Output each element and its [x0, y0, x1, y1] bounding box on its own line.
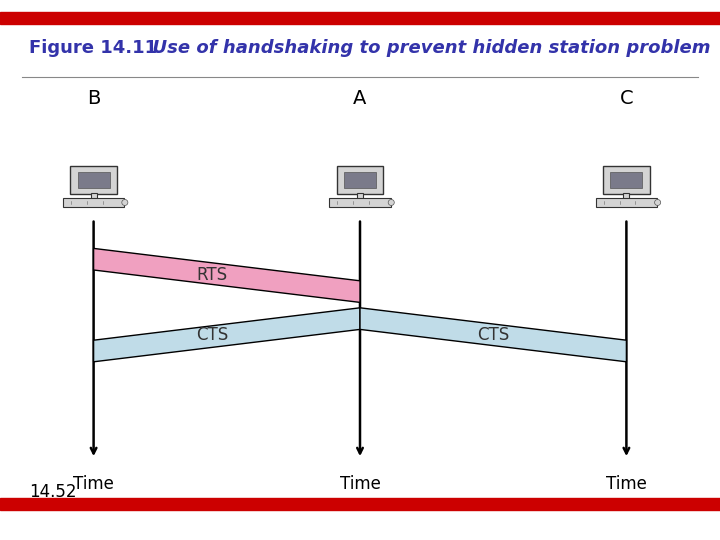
Text: Time: Time — [340, 475, 380, 493]
FancyBboxPatch shape — [330, 198, 390, 207]
FancyBboxPatch shape — [344, 172, 376, 187]
Text: C: C — [620, 89, 633, 108]
Text: Use of handshaking to prevent hidden station problem: Use of handshaking to prevent hidden sta… — [140, 39, 711, 57]
Polygon shape — [94, 248, 360, 302]
Text: B: B — [87, 89, 100, 108]
Text: A: A — [354, 89, 366, 108]
FancyBboxPatch shape — [78, 172, 109, 187]
Text: CTS: CTS — [197, 326, 228, 344]
Ellipse shape — [122, 199, 128, 205]
Polygon shape — [360, 308, 626, 362]
Text: Time: Time — [73, 475, 114, 493]
Text: Time: Time — [606, 475, 647, 493]
Bar — [0, 12, 720, 24]
Text: RTS: RTS — [197, 266, 228, 285]
Bar — [624, 193, 629, 200]
Bar — [0, 498, 720, 510]
FancyBboxPatch shape — [71, 166, 117, 194]
Bar — [357, 193, 363, 200]
Ellipse shape — [654, 199, 661, 205]
FancyBboxPatch shape — [611, 172, 642, 187]
FancyBboxPatch shape — [337, 166, 383, 194]
Ellipse shape — [388, 199, 395, 205]
FancyBboxPatch shape — [596, 198, 657, 207]
FancyBboxPatch shape — [63, 198, 124, 207]
Bar — [91, 193, 96, 200]
Text: 14.52: 14.52 — [29, 483, 76, 501]
Text: Figure 14.11: Figure 14.11 — [29, 39, 157, 57]
FancyBboxPatch shape — [603, 166, 649, 194]
Polygon shape — [94, 308, 360, 362]
Text: CTS: CTS — [477, 326, 509, 344]
